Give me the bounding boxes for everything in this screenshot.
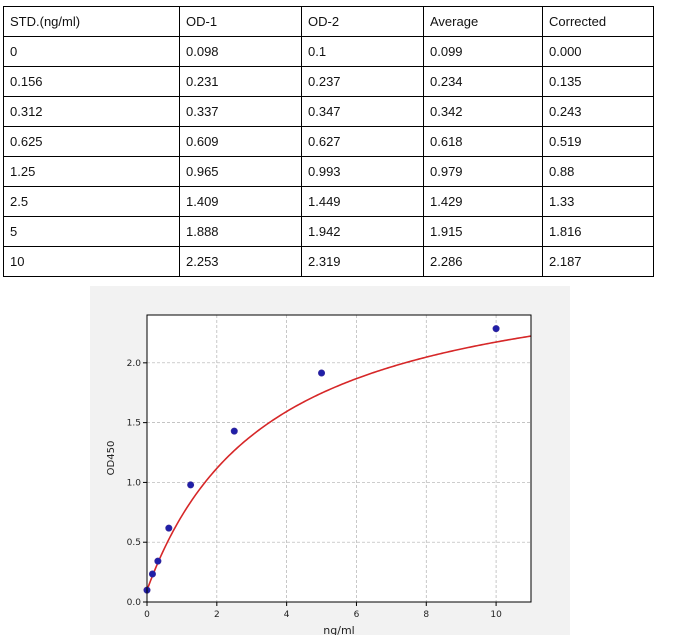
table-cell: 0 (3, 36, 180, 67)
table-cell: 0.979 (423, 156, 543, 187)
table-cell: 10 (3, 246, 180, 277)
table-cell: 0.342 (423, 96, 543, 127)
table-row: 0 0.098 0.1 0.099 0.000 (3, 36, 654, 67)
table-header-cell: STD.(ng/ml) (3, 6, 180, 37)
table-row: 0.312 0.337 0.347 0.342 0.243 (3, 96, 654, 127)
x-tick-label: 4 (284, 610, 290, 620)
table-cell: 0.627 (301, 126, 424, 157)
y-tick-label: 1.0 (127, 478, 142, 488)
table-cell: 0.337 (179, 96, 302, 127)
table-header-row: STD.(ng/ml) OD-1 OD-2 Average Corrected (3, 6, 654, 37)
table-cell: 1.449 (301, 186, 424, 217)
table-header-cell: Corrected (542, 6, 654, 37)
table-cell: 0.098 (179, 36, 302, 67)
table-cell: 0.312 (3, 96, 180, 127)
table-cell: 0.618 (423, 126, 543, 157)
y-tick-label: 1.5 (127, 419, 141, 429)
x-tick-label: 8 (423, 610, 429, 620)
table-header-cell: OD-2 (301, 6, 424, 37)
table-cell: 1.915 (423, 216, 543, 247)
table-cell: 0.237 (301, 66, 424, 97)
data-point (492, 325, 500, 333)
y-axis-label: OD450 (106, 441, 117, 476)
table-header-cell: Average (423, 6, 543, 37)
table-row: 1.25 0.965 0.993 0.979 0.88 (3, 156, 654, 187)
data-point (165, 524, 173, 532)
table-cell: 0.000 (542, 36, 654, 67)
data-point (187, 481, 195, 489)
table-row: 0.625 0.609 0.627 0.618 0.519 (3, 126, 654, 157)
x-tick-label: 6 (354, 610, 360, 620)
chart-svg: 0 2 4 6 8 10 0.0 0.5 1.0 1.5 2.0 ng/ml OD450 (90, 286, 570, 637)
x-tick-label: 2 (214, 610, 220, 620)
table-cell: 0.609 (179, 126, 302, 157)
table-cell: 0.625 (3, 126, 180, 157)
table-cell: 0.243 (542, 96, 654, 127)
standard-curve-table: STD.(ng/ml) OD-1 OD-2 Average Corrected 0 0.09… (3, 6, 654, 277)
table-cell: 0.135 (542, 66, 654, 97)
table-row: 10 2.253 2.319 2.286 2.187 (3, 246, 654, 277)
table-cell: 5 (3, 216, 180, 247)
table-cell: 1.942 (301, 216, 424, 247)
x-axis-ticks: 0 2 4 6 8 10 (144, 602, 502, 620)
table-cell: 0.099 (423, 36, 543, 67)
standard-curve-chart: 0 2 4 6 8 10 0.0 0.5 1.0 1.5 2.0 ng/ml OD450 (90, 286, 570, 637)
table-cell: 1.33 (542, 186, 654, 217)
fit-curve (146, 335, 532, 591)
x-axis-label: ng/ml (323, 624, 354, 635)
table-header-cell: OD-1 (179, 6, 302, 37)
data-point (318, 369, 326, 377)
table-cell: 2.319 (301, 246, 424, 277)
plot-frame (146, 314, 532, 603)
y-tick-label: 0.0 (127, 598, 142, 608)
data-point (148, 570, 156, 578)
table-cell: 0.347 (301, 96, 424, 127)
table-cell: 0.519 (542, 126, 654, 157)
table-cell: 1.25 (3, 156, 180, 187)
table-cell: 0.231 (179, 66, 302, 97)
table-cell: 1.429 (423, 186, 543, 217)
table-row: 2.5 1.409 1.449 1.429 1.33 (3, 186, 654, 217)
y-tick-label: 0.5 (127, 538, 141, 548)
table-cell: 0.993 (301, 156, 424, 187)
table-cell: 2.187 (542, 246, 654, 277)
table-row: 5 1.888 1.942 1.915 1.816 (3, 216, 654, 247)
table-cell: 0.1 (301, 36, 424, 67)
table-cell: 2.286 (423, 246, 543, 277)
plot-area (147, 315, 531, 602)
x-tick-label: 10 (490, 610, 502, 620)
y-tick-label: 2.0 (127, 359, 142, 369)
table-cell: 1.816 (542, 216, 654, 247)
data-point (230, 427, 238, 435)
table-cell: 1.409 (179, 186, 302, 217)
table-cell: 1.888 (179, 216, 302, 247)
table-cell: 0.156 (3, 66, 180, 97)
table-cell: 0.88 (542, 156, 654, 187)
table-cell: 2.253 (179, 246, 302, 277)
data-points (143, 325, 500, 594)
table-cell: 0.234 (423, 66, 543, 97)
x-tick-label: 0 (144, 610, 150, 620)
data-point (154, 557, 162, 565)
table-cell: 2.5 (3, 186, 180, 217)
table-row: 0.156 0.231 0.237 0.234 0.135 (3, 66, 654, 97)
y-axis-ticks: 0.0 0.5 1.0 1.5 2.0 (127, 359, 147, 608)
table-cell: 0.965 (179, 156, 302, 187)
